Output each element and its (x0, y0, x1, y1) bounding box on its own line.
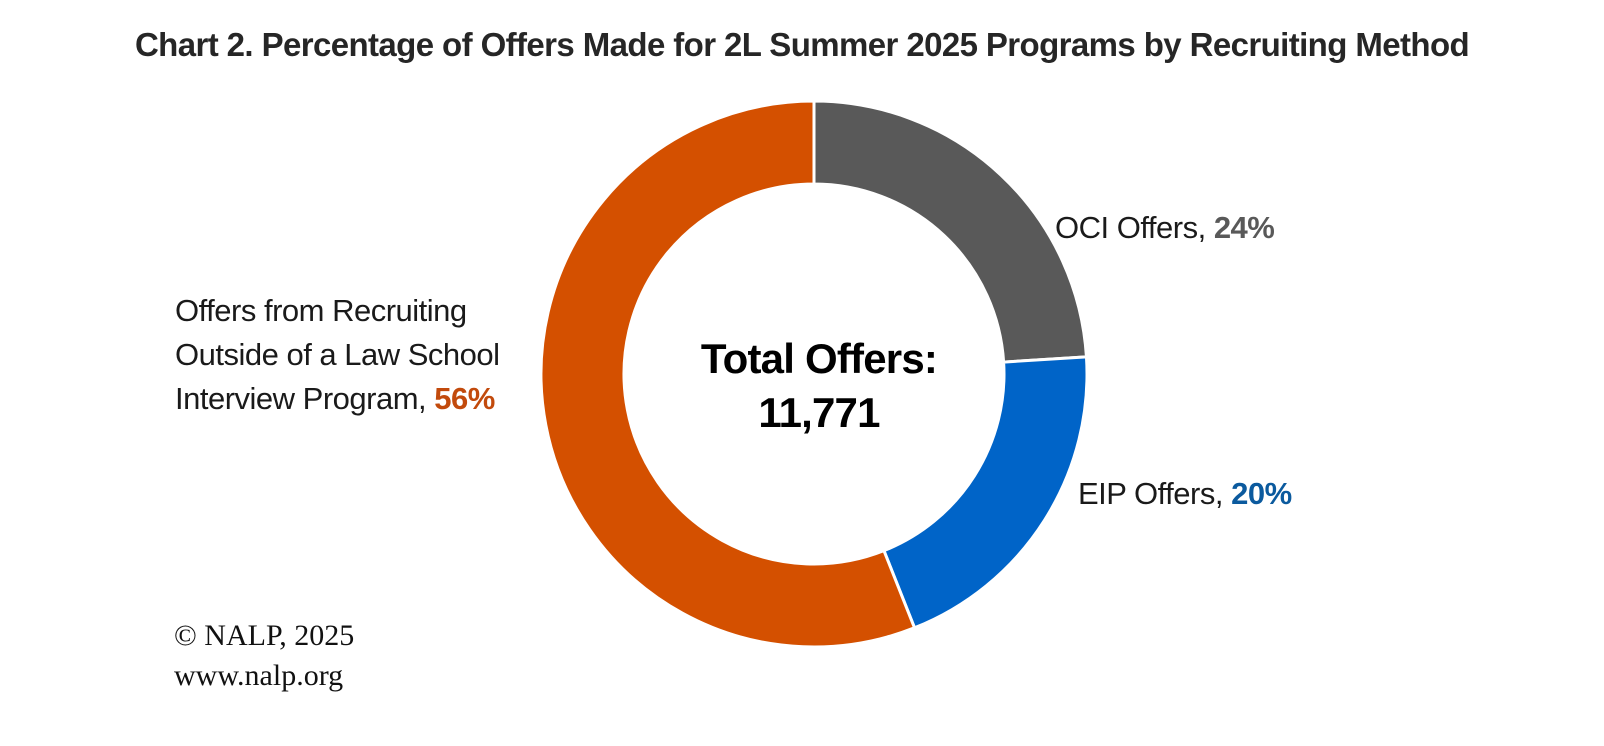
copyright-line: © NALP, 2025 (174, 619, 355, 652)
donut-slice-oci (812, 99, 1088, 364)
slice-label-outside-line-3-text: Interview Program, (175, 381, 427, 416)
slice-label-eip: EIP Offers, 20% (1078, 472, 1292, 516)
website-line: www.nalp.org (174, 659, 344, 692)
slice-value-outside: 56% (434, 381, 495, 416)
slice-label-eip-text: EIP Offers, (1078, 476, 1223, 511)
center-total-caption: Total Offers: (700, 335, 938, 382)
slice-label-oci-text: OCI Offers, (1055, 210, 1206, 245)
slice-label-outside-line-3: Interview Program, 56% (175, 377, 500, 421)
slice-value-eip: 20% (1231, 476, 1292, 511)
chart-title: Chart 2. Percentage of Offers Made for 2… (134, 26, 1470, 63)
center-total-value: 11,771 (758, 389, 880, 436)
slice-label-outside: Offers from Recruiting Outside of a Law … (175, 289, 500, 421)
donut-slice-outside (539, 99, 916, 649)
slice-label-outside-line-2: Outside of a Law School (175, 337, 500, 372)
slice-label-oci: OCI Offers, 24% (1055, 206, 1275, 250)
copyright-credit: © NALP, 2025 www.nalp.org (174, 616, 354, 696)
slice-label-outside-line-1: Offers from Recruiting (175, 293, 467, 328)
center-total-label: Total Offers: 11,771 (697, 332, 941, 440)
donut-slices (539, 99, 1089, 649)
slice-value-oci: 24% (1213, 210, 1275, 245)
